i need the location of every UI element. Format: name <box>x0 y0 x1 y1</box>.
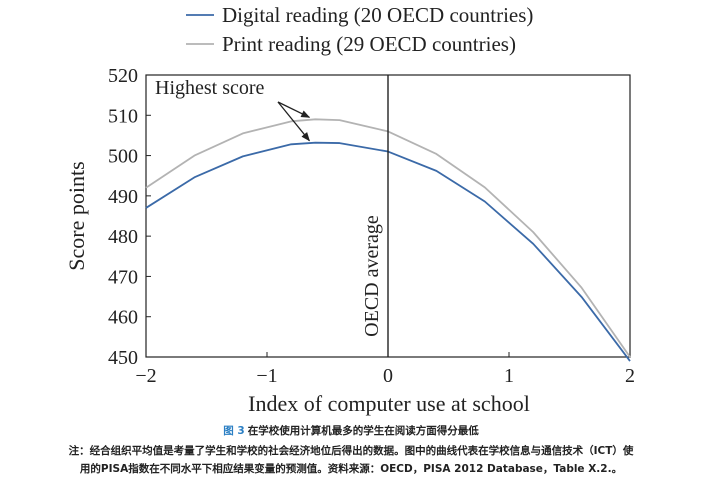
x-tick-label-4: 2 <box>625 365 635 387</box>
highest-score-annotation: Highest score <box>155 77 265 99</box>
annotation-arrow-1 <box>277 101 310 142</box>
series-line-0 <box>145 141 631 362</box>
y-axis-tick-labels: 450 460 470 480 490 500 510 520 <box>108 65 138 369</box>
y-tick-label-510: 510 <box>108 105 138 127</box>
x-tick-label-2: 0 <box>383 365 393 387</box>
figure-note-line-1: 注：经合组织平均值是考量了学生和学校的社会经济地位后得出的数据。图中的曲线代表在… <box>68 445 634 457</box>
figure-number: 图 3 <box>223 425 245 437</box>
y-tick-label-490: 490 <box>108 186 138 208</box>
annotation-arrow-0 <box>277 101 311 118</box>
series-line-1 <box>145 118 631 358</box>
y-axis-label: Score points <box>64 161 89 270</box>
y-tick-label-480: 480 <box>108 226 138 248</box>
y-tick-label-520: 520 <box>108 65 138 87</box>
x-axis-tick-labels: −2 −1 0 1 2 <box>135 365 635 387</box>
x-tick-label-1: −1 <box>256 365 277 387</box>
reading-score-chart: Digital reading (20 OECD countries) Print… <box>64 3 635 416</box>
reference-line-group: OECD average <box>361 75 389 357</box>
x-tick-label-3: 1 <box>504 365 514 387</box>
annotation-group: Highest score <box>155 77 311 142</box>
y-tick-label-460: 460 <box>108 307 138 329</box>
figure-note-line-2: 用的PISA指数在不同水平下相应结果变量的预测值。资料来源：OECD，PISA … <box>79 463 623 475</box>
x-axis-label: Index of computer use at school <box>248 391 530 416</box>
legend: Digital reading (20 OECD countries) Print… <box>186 3 533 56</box>
legend-label-0: Digital reading (20 OECD countries) <box>222 3 533 27</box>
figure-caption: 图 3 在学校使用计算机最多的学生在阅读方面得分最低 <box>0 423 702 438</box>
series-lines <box>145 118 631 362</box>
figure-title: 在学校使用计算机最多的学生在阅读方面得分最低 <box>247 425 479 437</box>
y-tick-label-470: 470 <box>108 266 138 288</box>
y-tick-label-450: 450 <box>108 347 138 369</box>
y-tick-label-500: 500 <box>108 146 138 168</box>
x-tick-label-0: −2 <box>135 365 156 387</box>
oecd-average-label: OECD average <box>361 215 383 337</box>
legend-label-1: Print reading (29 OECD countries) <box>222 32 516 56</box>
figure-note: 注：经合组织平均值是考量了学生和学校的社会经济地位后得出的数据。图中的曲线代表在… <box>4 442 698 478</box>
